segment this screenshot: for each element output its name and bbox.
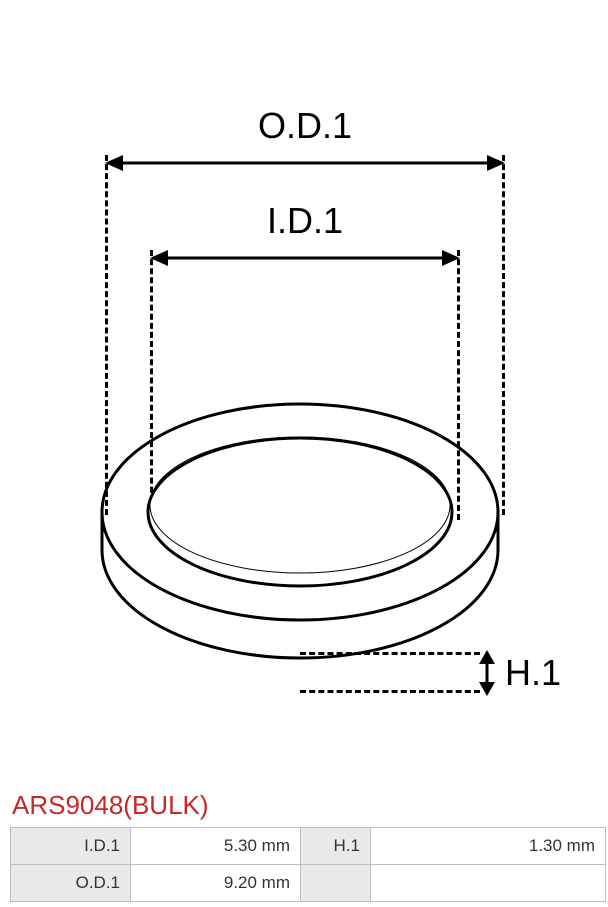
table-row: O.D.1 9.20 mm bbox=[11, 865, 606, 902]
spec-label bbox=[301, 865, 371, 902]
spec-value: 9.20 mm bbox=[131, 865, 301, 902]
h-extent-top bbox=[300, 652, 480, 655]
spec-label: H.1 bbox=[301, 828, 371, 865]
ring-drawing bbox=[100, 370, 500, 690]
table-row: I.D.1 5.30 mm H.1 1.30 mm bbox=[11, 828, 606, 865]
spec-table: I.D.1 5.30 mm H.1 1.30 mm O.D.1 9.20 mm bbox=[10, 827, 606, 902]
product-sku: ARS9048(BULK) bbox=[0, 790, 608, 827]
spec-label: I.D.1 bbox=[11, 828, 131, 865]
technical-diagram: O.D.1 I.D.1 bbox=[0, 0, 608, 790]
od-extent-right bbox=[502, 155, 505, 515]
od-label: O.D.1 bbox=[105, 105, 505, 147]
id-label: I.D.1 bbox=[150, 200, 460, 242]
dimension-id: I.D.1 bbox=[150, 200, 460, 260]
dimension-od: O.D.1 bbox=[105, 105, 505, 169]
od-arrow-line bbox=[105, 151, 505, 175]
spec-value: 1.30 mm bbox=[371, 828, 606, 865]
spec-label: O.D.1 bbox=[11, 865, 131, 902]
id-arrow-line bbox=[150, 246, 460, 270]
dimension-h: H.1 bbox=[475, 648, 565, 698]
h-label: H.1 bbox=[505, 652, 561, 694]
h-extent-bottom bbox=[300, 690, 480, 693]
spec-value bbox=[371, 865, 606, 902]
spec-value: 5.30 mm bbox=[131, 828, 301, 865]
